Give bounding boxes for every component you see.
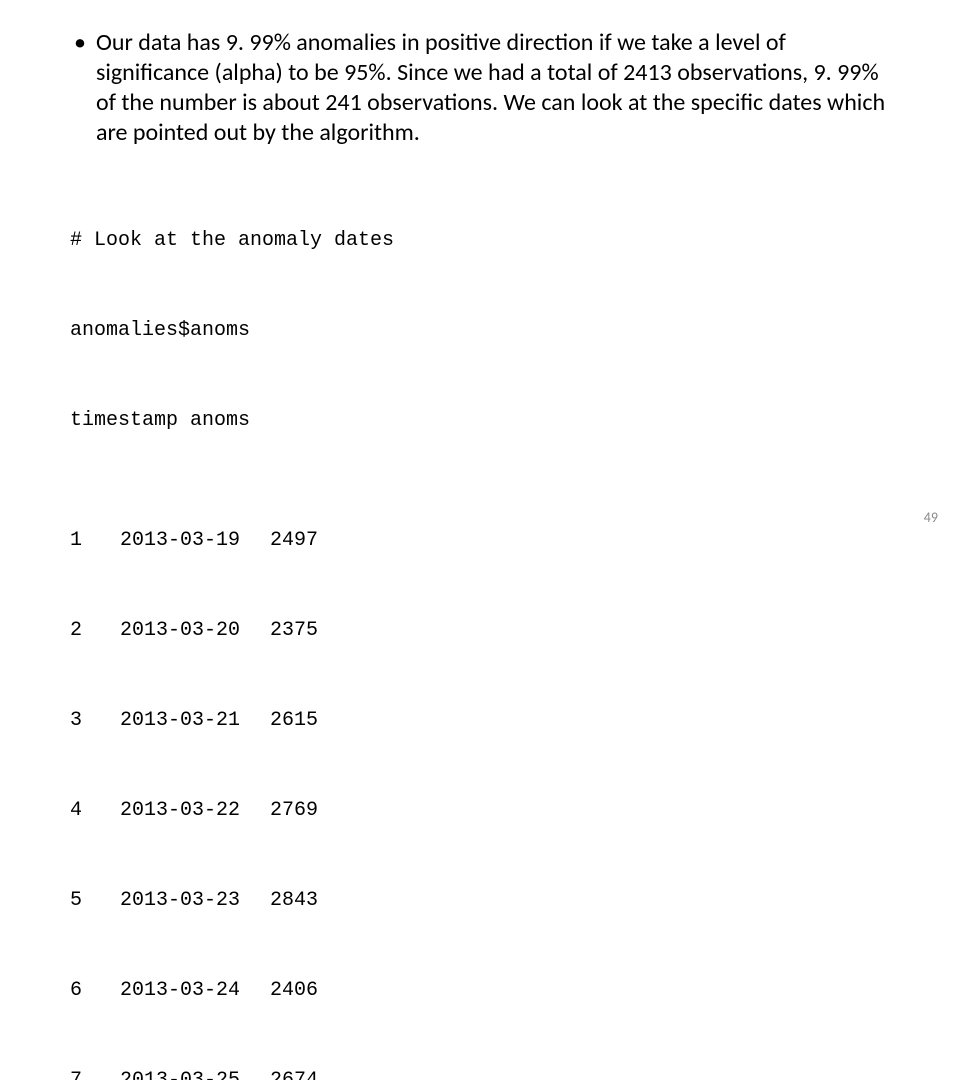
row-date: 2013-03-25 bbox=[120, 1066, 270, 1080]
code-comment: # Look at the anomaly dates bbox=[70, 226, 890, 256]
row-date: 2013-03-21 bbox=[120, 706, 270, 736]
bullet-text: Our data has 9. 99% anomalies in positiv… bbox=[96, 28, 890, 148]
table-row: 2 2013-03-20 2375 bbox=[70, 616, 890, 646]
bullet-dot-icon: • bbox=[74, 28, 86, 58]
row-date: 2013-03-24 bbox=[120, 976, 270, 1006]
row-value: 2406 bbox=[270, 976, 350, 1006]
row-date: 2013-03-20 bbox=[120, 616, 270, 646]
row-date: 2013-03-19 bbox=[120, 526, 270, 556]
row-index: 6 bbox=[70, 976, 120, 1006]
table-row: 1 2013-03-19 2497 bbox=[70, 526, 890, 556]
row-value: 2375 bbox=[270, 616, 350, 646]
row-value: 2769 bbox=[270, 796, 350, 826]
table-row: 3 2013-03-21 2615 bbox=[70, 706, 890, 736]
table-row: 7 2013-03-25 2674 bbox=[70, 1066, 890, 1080]
row-index: 3 bbox=[70, 706, 120, 736]
row-value: 2497 bbox=[270, 526, 350, 556]
row-index: 2 bbox=[70, 616, 120, 646]
row-date: 2013-03-22 bbox=[120, 796, 270, 826]
row-value: 2674 bbox=[270, 1066, 350, 1080]
row-index: 7 bbox=[70, 1066, 120, 1080]
bullet-item: • Our data has 9. 99% anomalies in posit… bbox=[70, 28, 890, 148]
row-index: 5 bbox=[70, 886, 120, 916]
table-row: 6 2013-03-24 2406 bbox=[70, 976, 890, 1006]
row-index: 1 bbox=[70, 526, 120, 556]
slide: • Our data has 9. 99% anomalies in posit… bbox=[0, 0, 960, 540]
code-line: anomalies$anoms bbox=[70, 316, 890, 346]
row-index: 4 bbox=[70, 796, 120, 826]
row-value: 2843 bbox=[270, 886, 350, 916]
code-output: # Look at the anomaly dates anomalies$an… bbox=[70, 166, 890, 1080]
table-row: 4 2013-03-22 2769 bbox=[70, 796, 890, 826]
page-number: 49 bbox=[924, 509, 938, 526]
row-date: 2013-03-23 bbox=[120, 886, 270, 916]
row-value: 2615 bbox=[270, 706, 350, 736]
table-row: 5 2013-03-23 2843 bbox=[70, 886, 890, 916]
code-header: timestamp anoms bbox=[70, 406, 890, 436]
